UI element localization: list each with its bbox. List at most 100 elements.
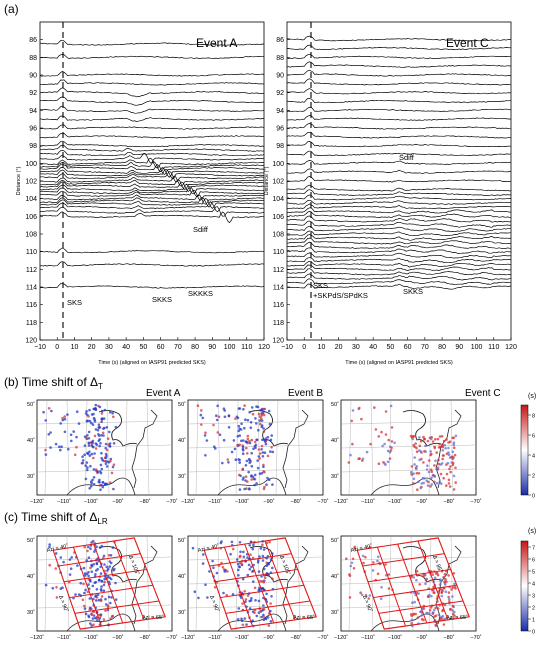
station-marker bbox=[345, 557, 348, 560]
seismogram-trace bbox=[40, 105, 265, 114]
state-border bbox=[124, 535, 128, 632]
station-marker bbox=[73, 453, 77, 457]
seismogram-trace bbox=[286, 184, 512, 192]
station-marker bbox=[90, 421, 93, 425]
station-marker bbox=[99, 613, 103, 616]
station-marker bbox=[388, 457, 392, 460]
station-marker bbox=[420, 614, 424, 617]
station-marker bbox=[447, 451, 450, 454]
state-border bbox=[217, 535, 221, 632]
station-marker bbox=[89, 464, 92, 468]
station-marker bbox=[100, 417, 104, 420]
station-marker bbox=[433, 591, 436, 594]
station-marker bbox=[434, 623, 438, 627]
station-marker bbox=[240, 422, 243, 426]
seismogram-trace bbox=[39, 181, 265, 192]
station-marker bbox=[76, 564, 79, 567]
station-marker bbox=[361, 554, 365, 558]
station-marker bbox=[246, 452, 249, 455]
station-marker bbox=[376, 559, 379, 563]
seismogram-trace bbox=[39, 198, 265, 209]
station-marker bbox=[438, 583, 442, 586]
station-marker bbox=[371, 569, 375, 572]
y-tick-label: 94 bbox=[29, 108, 37, 115]
seismogram-trace bbox=[39, 161, 265, 173]
station-marker bbox=[248, 461, 251, 465]
station-marker bbox=[83, 591, 86, 595]
station-marker bbox=[452, 488, 456, 491]
station-marker bbox=[191, 546, 195, 550]
station-marker bbox=[430, 595, 433, 598]
y-tick-label: 88 bbox=[276, 55, 284, 62]
coastline bbox=[282, 545, 309, 625]
station-marker bbox=[376, 555, 380, 559]
station-marker bbox=[61, 418, 65, 422]
seismogram-trace bbox=[39, 150, 265, 157]
station-marker bbox=[50, 409, 53, 413]
station-marker bbox=[262, 407, 265, 411]
station-marker bbox=[271, 577, 274, 580]
station-marker bbox=[84, 436, 88, 439]
event-title: Event A bbox=[196, 36, 237, 50]
station-marker bbox=[435, 597, 439, 600]
station-marker bbox=[205, 439, 209, 442]
station-marker bbox=[237, 568, 240, 572]
station-marker bbox=[384, 410, 388, 413]
seismogram-trace bbox=[286, 78, 512, 86]
station-marker bbox=[439, 482, 443, 485]
seismogram-trace bbox=[39, 171, 265, 183]
station-marker bbox=[241, 577, 245, 581]
y-tick-label: 102 bbox=[272, 179, 284, 186]
station-marker bbox=[246, 556, 249, 559]
station-marker bbox=[451, 595, 454, 598]
station-marker bbox=[410, 622, 413, 625]
y-tick-label: 114 bbox=[26, 285, 37, 292]
station-marker bbox=[48, 545, 51, 549]
station-marker bbox=[237, 458, 240, 461]
station-marker bbox=[94, 407, 97, 411]
x-tick-label: 50 bbox=[139, 344, 147, 351]
station-marker bbox=[245, 440, 249, 444]
state-border bbox=[124, 399, 128, 496]
station-marker bbox=[260, 444, 264, 448]
seismogram-trace bbox=[39, 283, 265, 289]
station-marker bbox=[248, 544, 251, 547]
station-marker bbox=[443, 603, 447, 607]
station-marker bbox=[436, 600, 439, 603]
y-tick-label: 94 bbox=[276, 108, 284, 115]
state-border bbox=[450, 535, 454, 632]
station-marker bbox=[93, 452, 96, 455]
y-tick-label: 86 bbox=[276, 37, 284, 44]
station-marker bbox=[92, 614, 96, 617]
colorbar-tick-label: 3 bbox=[532, 594, 535, 600]
station-marker bbox=[261, 438, 264, 442]
station-marker bbox=[102, 556, 105, 560]
station-marker bbox=[97, 423, 101, 427]
station-marker bbox=[261, 543, 264, 546]
station-marker bbox=[211, 559, 214, 563]
station-marker bbox=[241, 452, 245, 456]
station-marker bbox=[99, 471, 103, 475]
seismogram-trace bbox=[286, 278, 511, 286]
station-marker bbox=[261, 455, 265, 458]
station-marker bbox=[114, 581, 117, 585]
colorbar-row-b: (s) 0 2 4 6 8 bbox=[520, 393, 536, 500]
station-marker bbox=[443, 617, 447, 620]
station-marker bbox=[94, 599, 98, 602]
seismogram-trace bbox=[286, 44, 512, 51]
station-marker bbox=[242, 476, 245, 480]
colorbar-tick-label: 1 bbox=[532, 618, 535, 624]
y-tick-label: 112 bbox=[26, 267, 37, 274]
x-tick-label: 120 bbox=[505, 344, 517, 351]
station-marker bbox=[100, 434, 103, 437]
station-marker bbox=[111, 614, 115, 618]
station-marker bbox=[254, 422, 258, 425]
longitude-tick-label: −100˚ bbox=[235, 634, 249, 641]
station-marker bbox=[444, 447, 447, 450]
station-marker bbox=[250, 478, 253, 481]
station-marker bbox=[221, 566, 225, 569]
station-marker bbox=[449, 465, 452, 468]
seismogram-trace bbox=[39, 157, 264, 169]
station-marker bbox=[415, 450, 419, 454]
station-marker bbox=[441, 444, 444, 448]
